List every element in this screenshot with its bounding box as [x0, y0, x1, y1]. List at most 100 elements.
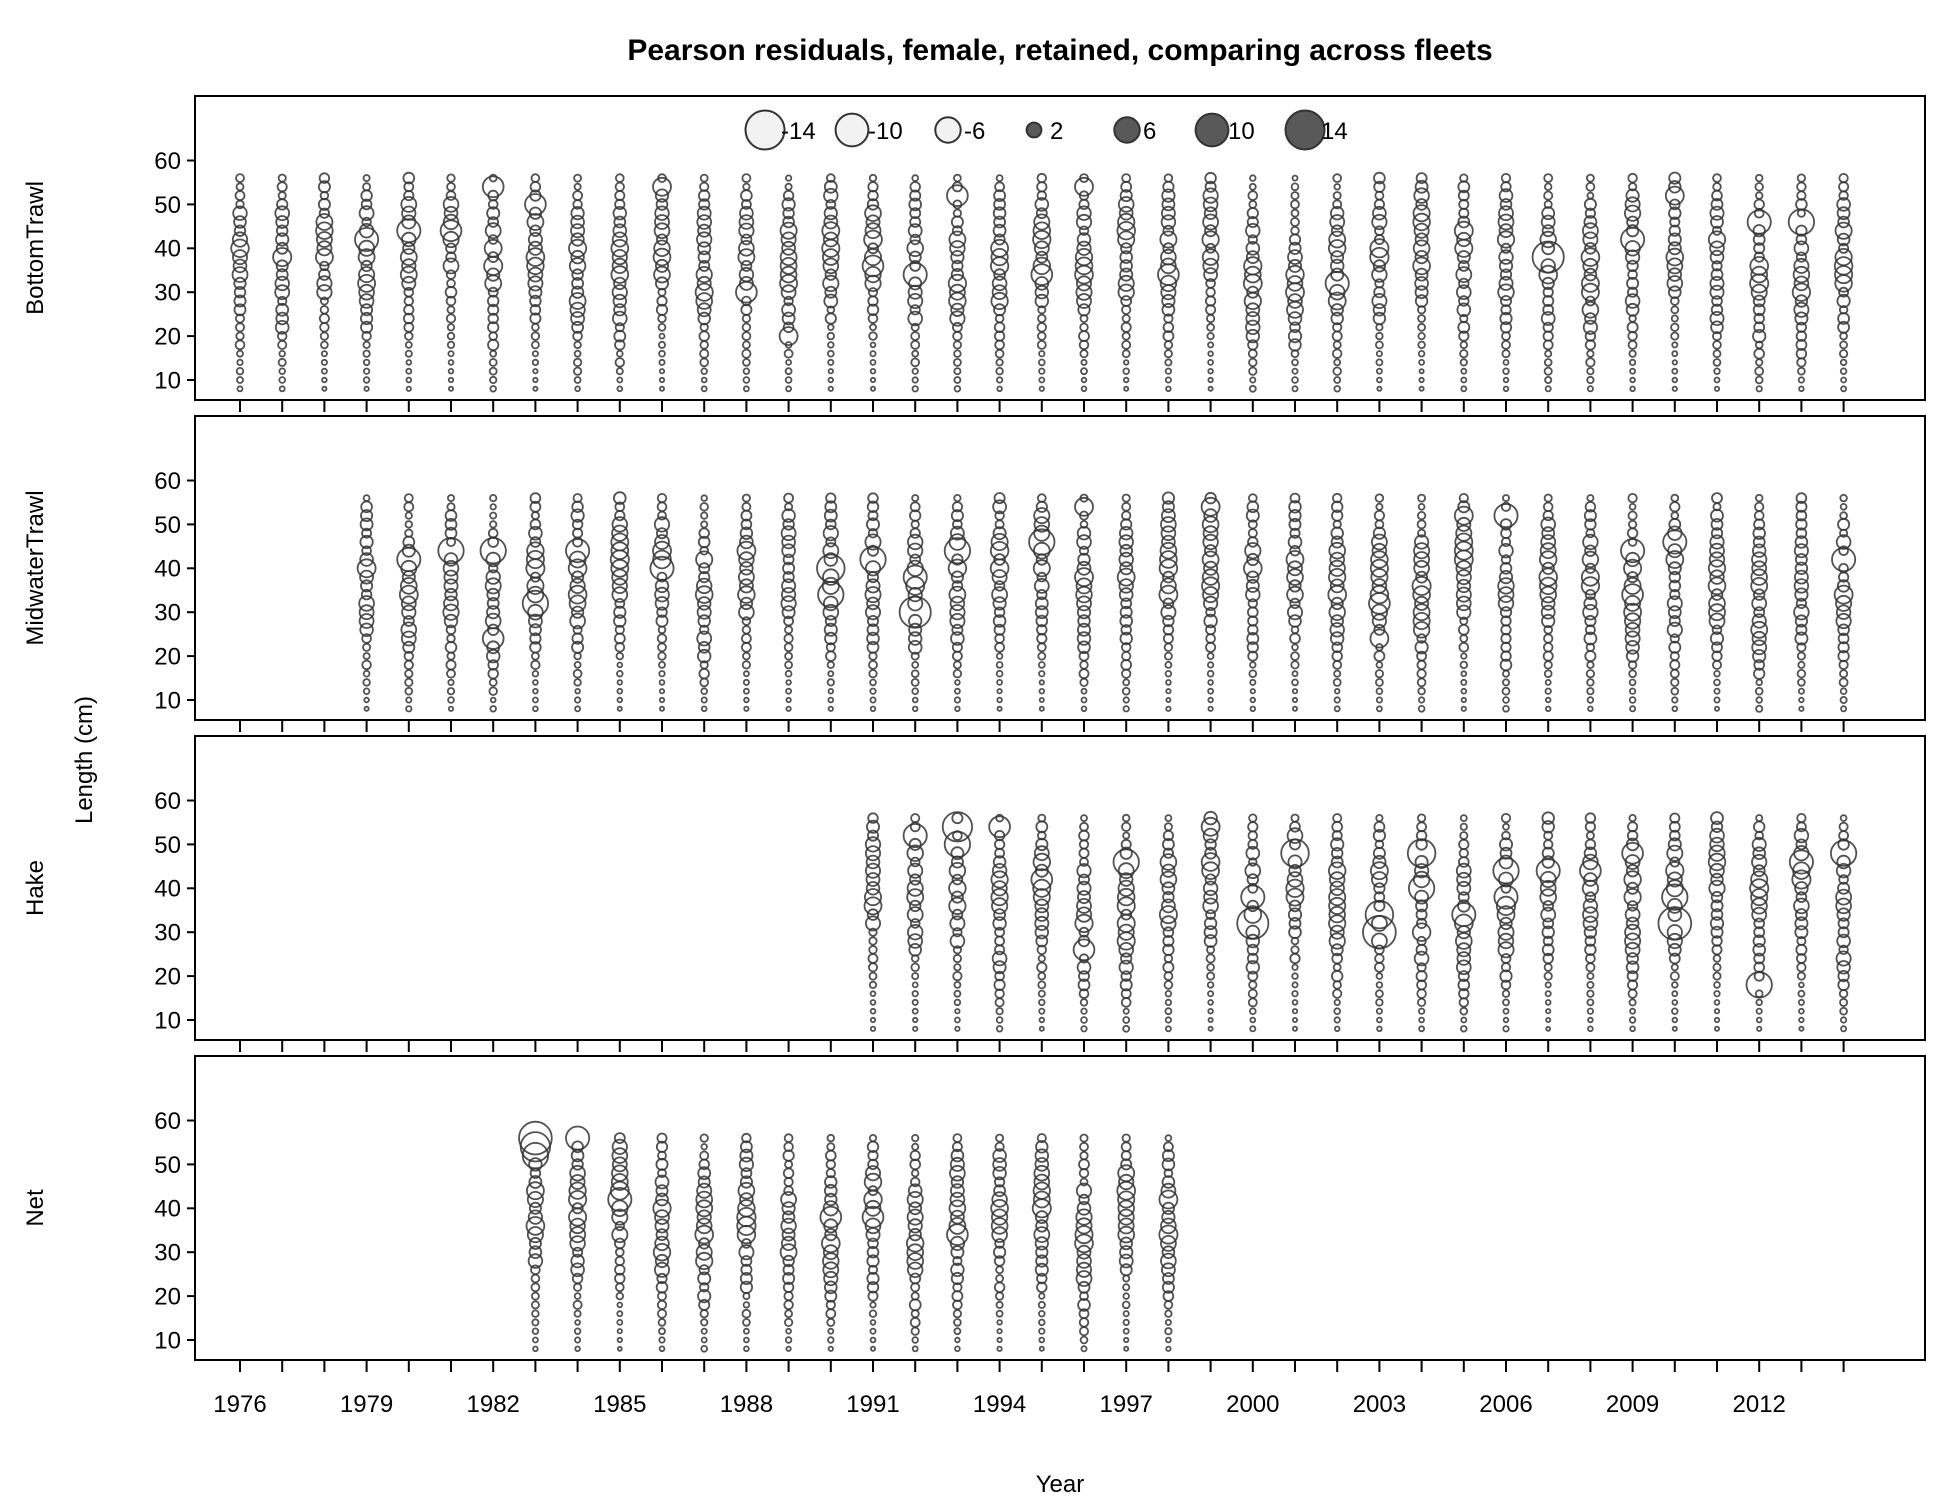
bubble [782, 553, 795, 566]
bubble [1290, 651, 1300, 661]
bubble [781, 1227, 796, 1242]
bubble [905, 576, 926, 596]
bubble [867, 1237, 879, 1250]
bubble [950, 1245, 965, 1260]
bubble [1542, 286, 1554, 298]
bubble [952, 669, 963, 679]
bubble [1624, 204, 1642, 222]
bubble [699, 624, 710, 636]
bubble [1290, 945, 1300, 955]
bubble [1162, 614, 1175, 628]
bubble [1629, 1025, 1636, 1033]
bubble [277, 191, 287, 201]
bubble [1749, 878, 1770, 899]
bubble [1668, 180, 1682, 194]
bubble [742, 358, 751, 367]
bubble [910, 678, 920, 687]
bubble [1796, 962, 1807, 973]
bubble [654, 1235, 670, 1252]
bubble [784, 367, 793, 376]
bubble [700, 696, 708, 704]
bubble [1075, 283, 1093, 301]
bubble [824, 312, 837, 325]
bubble [1671, 1025, 1678, 1032]
bubble [1417, 687, 1426, 696]
bubble [1626, 215, 1639, 229]
bubble [990, 897, 1009, 915]
bubble [1830, 839, 1858, 867]
bubble [1714, 705, 1721, 712]
bubble [1838, 242, 1850, 254]
bubble [1754, 493, 1764, 503]
bubble [1710, 811, 1724, 825]
bubble [869, 358, 877, 366]
bubble [569, 1174, 586, 1190]
bubble [1117, 212, 1136, 232]
bubble [1668, 518, 1682, 531]
bubble [319, 331, 329, 341]
bubble [572, 1299, 583, 1310]
bubble [1120, 838, 1132, 850]
bubble [1839, 349, 1849, 359]
bubble [1667, 267, 1683, 282]
bubble [1625, 649, 1640, 663]
bubble [910, 519, 920, 530]
bubble [1669, 633, 1680, 644]
bubble [1495, 895, 1517, 917]
bubble [531, 1318, 540, 1327]
bubble [1245, 328, 1261, 344]
bubble [949, 240, 966, 257]
bubble [741, 322, 752, 332]
bubble [1247, 882, 1259, 894]
bubble [910, 339, 921, 350]
bubble [1331, 492, 1343, 504]
bubble [1500, 527, 1512, 539]
bubble [396, 218, 422, 244]
bubble [952, 650, 963, 662]
bubble [233, 215, 247, 229]
bubble [1458, 295, 1470, 307]
bubble [1621, 583, 1644, 606]
bubble [1500, 304, 1512, 316]
bubble [1418, 385, 1425, 392]
bubble [1544, 981, 1552, 989]
bubble [780, 1235, 797, 1252]
bubble [1542, 935, 1554, 947]
y-tick-label: 20 [154, 964, 181, 991]
bubble [907, 924, 924, 941]
bubble [485, 569, 501, 585]
bubble [528, 525, 543, 541]
bubble [1202, 880, 1219, 897]
bubble [1623, 870, 1642, 889]
bubble [995, 358, 1004, 367]
bubble [1412, 870, 1431, 889]
bubble [1076, 526, 1092, 541]
bubble [527, 266, 544, 283]
bubble [951, 1290, 964, 1302]
bubble [442, 603, 460, 621]
bubble [1416, 988, 1427, 999]
bubble [1122, 1292, 1130, 1300]
bubble [991, 880, 1008, 897]
bubble [1036, 944, 1048, 956]
bubble [531, 322, 540, 332]
bubble [1036, 571, 1048, 583]
bubble [445, 313, 457, 324]
bubble [1531, 240, 1565, 274]
bubble [277, 339, 288, 350]
bubble [1119, 259, 1133, 273]
bubble [953, 1318, 962, 1327]
bubble [741, 660, 752, 670]
bubble [1292, 1025, 1299, 1032]
bubble [319, 260, 330, 272]
bubble [613, 605, 627, 619]
bubble [742, 651, 751, 661]
bubble [1121, 339, 1132, 350]
bubble [1623, 558, 1643, 578]
bubble [1120, 908, 1133, 921]
bubble [1628, 502, 1637, 511]
bubble [614, 598, 626, 609]
bubble [1035, 250, 1049, 264]
bubble [1035, 837, 1049, 852]
bubble [659, 385, 666, 392]
